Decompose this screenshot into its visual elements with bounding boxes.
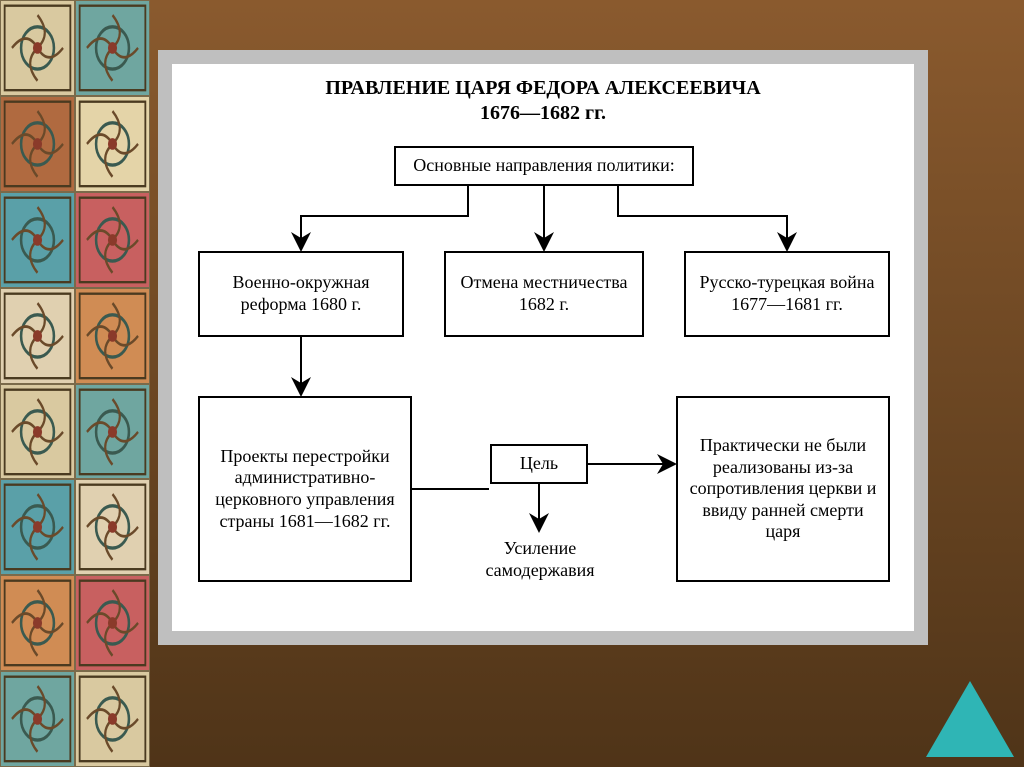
decorative-tile [0, 192, 75, 288]
next-slide-triangle-icon[interactable] [926, 681, 1014, 757]
decorative-tile [75, 288, 150, 384]
decorative-tile [75, 384, 150, 480]
decorative-tile-strip [0, 0, 150, 767]
tile-row [0, 0, 150, 96]
tile-row [0, 192, 150, 288]
decorative-tile [75, 192, 150, 288]
node-b4: Проекты перестройки административно-церк… [198, 396, 412, 582]
decorative-tile [75, 575, 150, 671]
decorative-tile [0, 96, 75, 192]
node-b5: Практически не были реализованы из-за со… [676, 396, 890, 582]
edge-0 [301, 186, 468, 250]
node-goal: Цель [490, 444, 588, 484]
node-b3: Русско-турецкая война 1677—1681 гг. [684, 251, 890, 337]
decorative-tile [0, 288, 75, 384]
decorative-tile [75, 96, 150, 192]
node-b1: Военно-окружная реформа 1680 г. [198, 251, 404, 337]
node-b2: Отмена местничества 1682 г. [444, 251, 644, 337]
decorative-tile [75, 671, 150, 767]
decorative-tile [75, 0, 150, 96]
diagram-inner: ПРАВЛЕНИЕ ЦАРЯ ФЕДОРА АЛЕКСЕЕВИЧА 1676—1… [178, 76, 908, 631]
tile-row [0, 671, 150, 767]
decorative-tile [0, 671, 75, 767]
tile-row [0, 479, 150, 575]
tile-row [0, 384, 150, 480]
decorative-tile [75, 479, 150, 575]
edge-2 [618, 186, 787, 250]
decorative-tile [0, 384, 75, 480]
tile-row [0, 575, 150, 671]
tile-row [0, 96, 150, 192]
decorative-tile [0, 575, 75, 671]
decorative-tile [0, 479, 75, 575]
node-goal2: Усиление самодержавия [456, 532, 624, 588]
diagram-panel: ПРАВЛЕНИЕ ЦАРЯ ФЕДОРА АЛЕКСЕЕВИЧА 1676—1… [158, 50, 928, 645]
node-root: Основные направления политики: [394, 146, 694, 186]
decorative-tile [0, 0, 75, 96]
tile-row [0, 288, 150, 384]
